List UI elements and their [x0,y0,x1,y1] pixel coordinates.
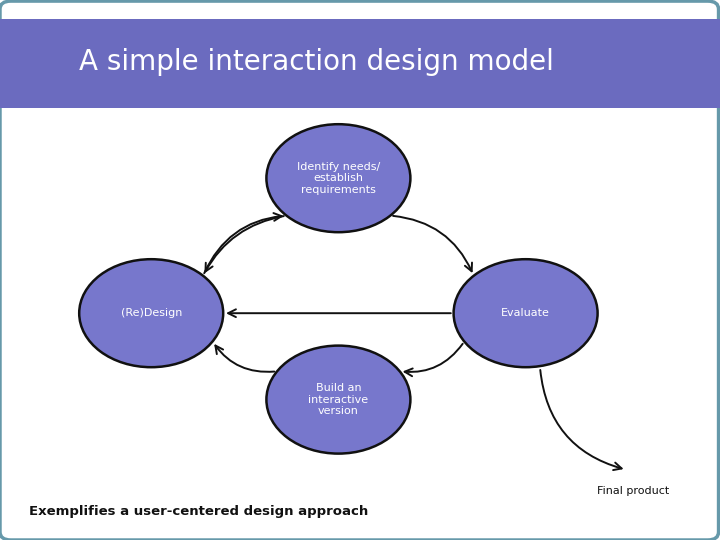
Ellipse shape [454,259,598,367]
Ellipse shape [266,124,410,232]
Text: A simple interaction design model: A simple interaction design model [79,48,554,76]
FancyArrowPatch shape [204,213,282,273]
Text: Build an
interactive
version: Build an interactive version [308,383,369,416]
Text: Evaluate: Evaluate [501,308,550,318]
FancyArrowPatch shape [405,344,463,376]
Text: Identify needs/
establish
requirements: Identify needs/ establish requirements [297,161,380,195]
FancyBboxPatch shape [0,19,720,108]
FancyArrowPatch shape [215,346,274,372]
FancyArrowPatch shape [228,309,451,317]
FancyArrowPatch shape [393,216,472,271]
Text: Final product: Final product [598,486,670,496]
FancyArrowPatch shape [205,216,284,272]
Text: Exemplifies a user-centered design approach: Exemplifies a user-centered design appro… [29,505,368,518]
Text: (Re)Design: (Re)Design [120,308,182,318]
FancyArrowPatch shape [540,370,621,470]
Ellipse shape [79,259,223,367]
Ellipse shape [266,346,410,454]
